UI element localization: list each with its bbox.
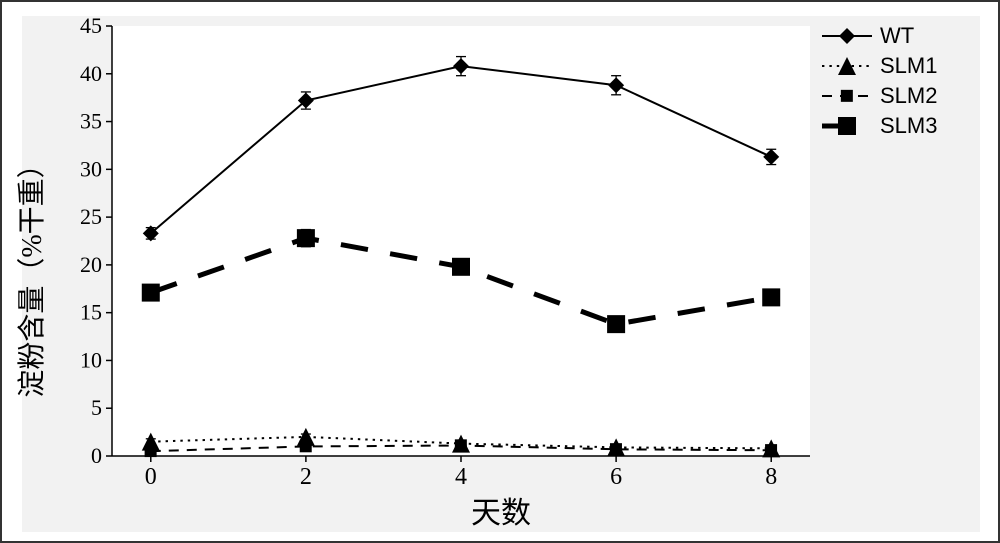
svg-text:40: 40 bbox=[80, 61, 102, 86]
svg-text:20: 20 bbox=[80, 252, 102, 277]
svg-text:2: 2 bbox=[300, 464, 312, 490]
svg-text:8: 8 bbox=[765, 464, 777, 490]
svg-text:WT: WT bbox=[880, 23, 914, 48]
svg-text:45: 45 bbox=[80, 16, 102, 38]
chart-svg: 0 5 10 15 20 25 30 35 40 45 0 2 4 6 8 WT SLM1 SLM2 SLM3 bbox=[22, 16, 980, 496]
svg-text:SLM1: SLM1 bbox=[880, 53, 937, 78]
svg-text:15: 15 bbox=[80, 300, 102, 325]
figure-outer-border: 淀粉含量（%干重） 0 5 10 15 20 25 30 35 40 45 0 2 4 6 8 WT SLM1 S… bbox=[0, 0, 1000, 543]
svg-text:6: 6 bbox=[610, 464, 622, 490]
chart-panel: 淀粉含量（%干重） 05101520253035404502468WTSLM1S… bbox=[22, 16, 980, 532]
svg-text:5: 5 bbox=[91, 395, 102, 420]
svg-text:25: 25 bbox=[80, 204, 102, 229]
svg-text:35: 35 bbox=[80, 109, 102, 134]
svg-text:30: 30 bbox=[80, 156, 102, 181]
svg-text:4: 4 bbox=[455, 464, 467, 490]
svg-text:10: 10 bbox=[80, 347, 102, 372]
svg-text:SLM3: SLM3 bbox=[880, 113, 937, 138]
y-axis-label: 淀粉含量（%干重） bbox=[10, 150, 50, 397]
svg-text:SLM2: SLM2 bbox=[880, 83, 937, 108]
svg-text:0: 0 bbox=[91, 443, 102, 468]
svg-text:0: 0 bbox=[145, 464, 157, 490]
x-axis-label: 天数 bbox=[471, 488, 531, 532]
